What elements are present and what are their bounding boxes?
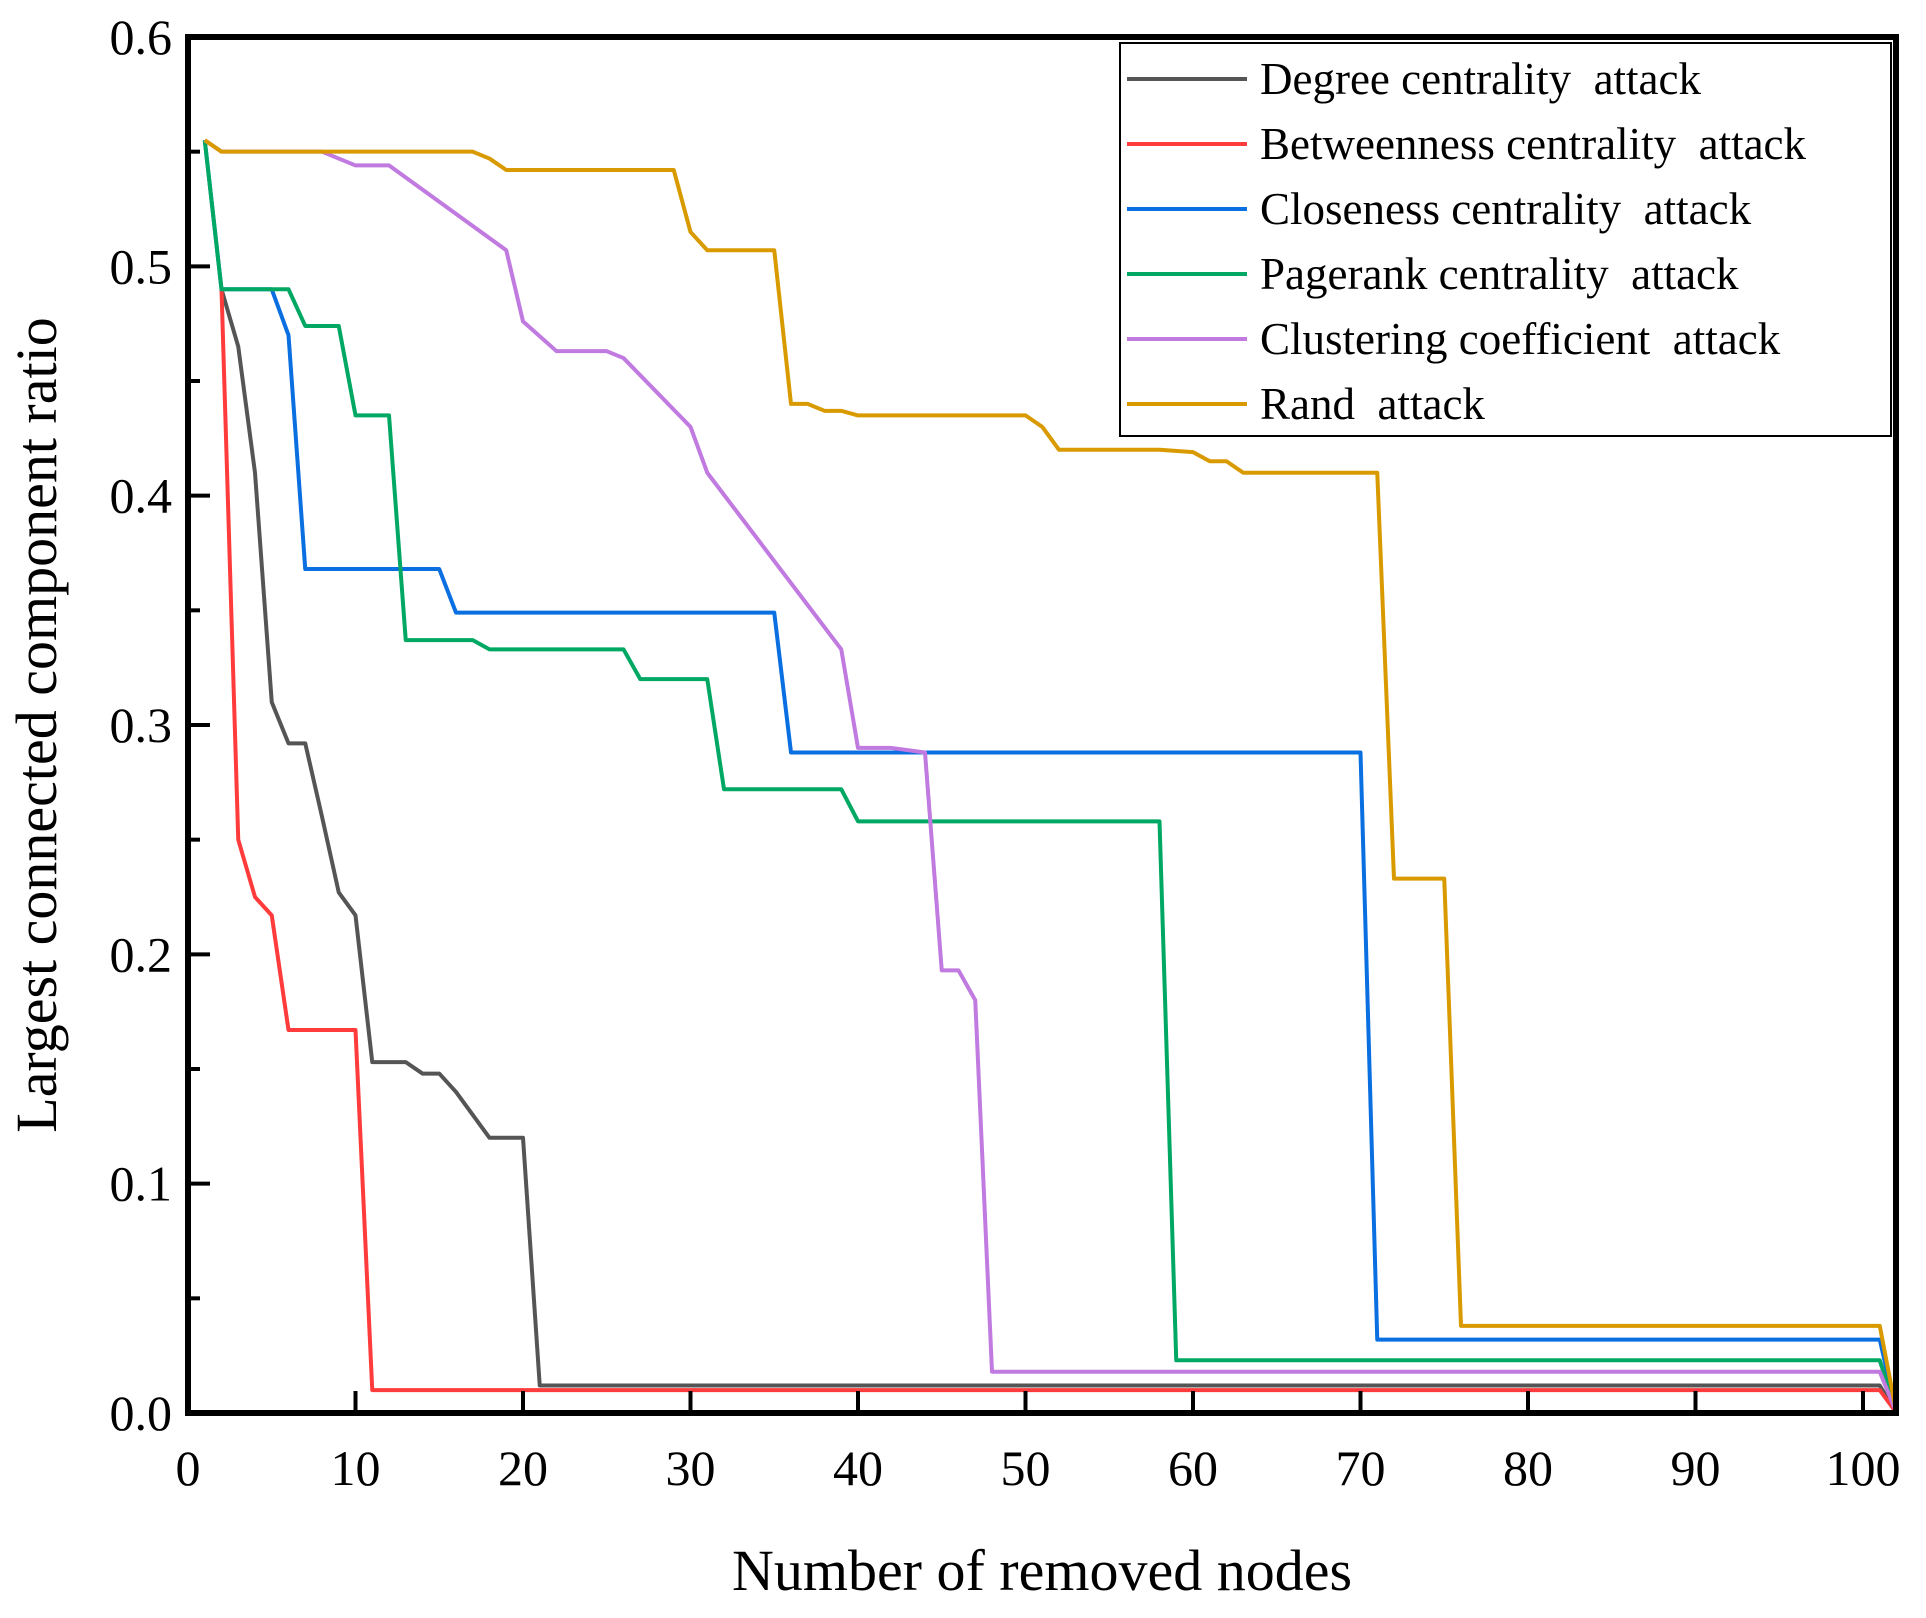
series-line-5 (203, 138, 1899, 1414)
legend-label: Degree centrality attack (1260, 54, 1701, 104)
y-tick-label: 0.1 (110, 1156, 173, 1212)
series-line-3 (202, 139, 1899, 1414)
legend-label: Rand attack (1260, 379, 1485, 429)
legend-label: Pagerank centrality attack (1260, 249, 1739, 299)
x-tick-label: 50 (1001, 1440, 1051, 1496)
y-axis-label: Largest connected component ratio (4, 317, 69, 1132)
x-tick-label: 10 (331, 1440, 381, 1496)
legend-label: Closeness centrality attack (1260, 184, 1752, 234)
y-tick-label: 0.2 (110, 926, 173, 982)
series-line-1 (219, 289, 1899, 1415)
x-tick-label: 100 (1826, 1440, 1901, 1496)
x-tick-label: 40 (833, 1440, 883, 1496)
y-tick-label: 0.0 (110, 1385, 173, 1441)
x-tick-label: 0 (176, 1440, 201, 1496)
x-tick-label: 20 (498, 1440, 548, 1496)
y-tick-label: 0.6 (110, 9, 173, 65)
legend: Degree centrality attack Betweenness cent… (1119, 42, 1892, 437)
x-tick-label: 70 (1336, 1440, 1386, 1496)
x-tick-label: 90 (1671, 1440, 1721, 1496)
y-tick-label: 0.5 (110, 238, 173, 294)
x-axis-label: Number of removed nodes (732, 1538, 1352, 1603)
series-line-0 (219, 288, 1899, 1415)
y-tick-label: 0.4 (110, 468, 173, 524)
legend-label: Clustering coefficient attack (1260, 314, 1781, 364)
y-tick-label: 0.3 (110, 697, 173, 753)
legend-label: Betweenness centrality attack (1260, 119, 1807, 169)
series-line-4 (203, 138, 1899, 1414)
legend-box (1119, 42, 1892, 437)
x-tick-label: 30 (666, 1440, 716, 1496)
x-tick-label: 60 (1168, 1440, 1218, 1496)
x-tick-label: 80 (1503, 1440, 1553, 1496)
